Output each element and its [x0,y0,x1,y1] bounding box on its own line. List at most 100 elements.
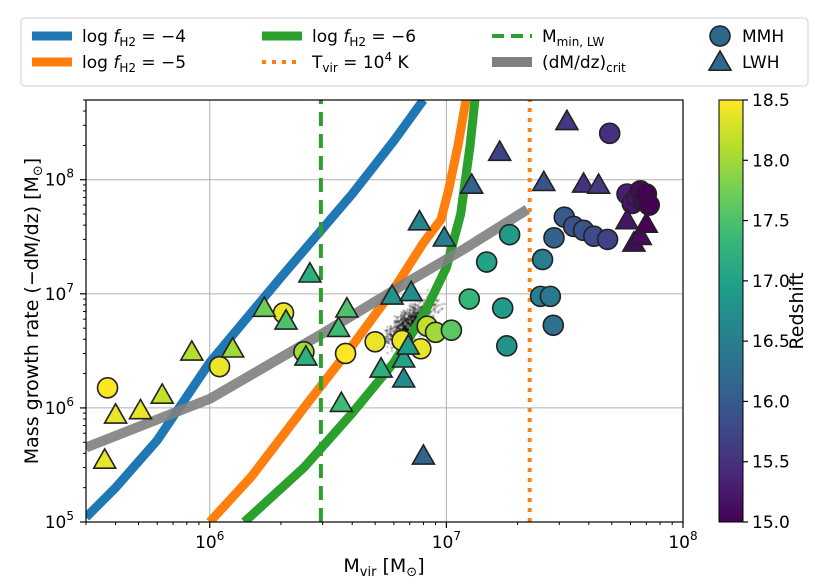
cloud-point [386,334,390,338]
cloud-point [410,314,413,317]
cloud-point [411,306,414,309]
curve-fh2_4 [86,100,428,521]
legend-entry-crit: (dM/dz)crit [492,53,626,75]
cloud-point [396,326,400,330]
cloud-point [394,320,398,324]
cloud-point [409,314,413,317]
cloud-point [412,316,416,319]
legend-label: LWH [742,53,780,73]
lwh-point [395,333,421,355]
cloud-point [401,320,405,324]
cloud-point [408,324,411,327]
cloud-point [400,313,403,317]
cloud-point [410,318,413,322]
cloud-point [404,317,408,321]
cloud-point [399,320,402,324]
mmh-point [491,297,514,319]
cloud-point [406,318,410,321]
cloud-point [398,315,402,319]
cloud-point [402,321,406,325]
cloud-point [386,328,389,331]
cloud-point [405,319,408,323]
cloud-point [411,311,415,315]
cloud-point [398,319,402,323]
cloud-point [413,307,416,310]
cloud-point [406,317,410,320]
cloud-point [433,311,437,314]
cloud-point [394,329,398,332]
cloud-point [401,318,404,321]
cloud-point [401,327,405,331]
cloud-point [416,310,420,313]
cloud-point [418,309,421,313]
cloud-point [414,315,417,318]
cloud-point [393,321,396,325]
cloud-point [432,306,436,309]
legend-label: Mmin, LW [542,27,605,49]
cloud-point [386,339,390,343]
cloud-point [398,323,402,327]
cloud-point [395,327,399,330]
cloud-point [385,329,389,332]
cloud-point [393,314,396,318]
lwh-point [391,366,417,388]
cloud-point [416,312,419,316]
cloud-point [416,311,420,314]
cloud-point [413,303,417,307]
cloud-point [407,315,411,319]
cloud-point [406,321,410,325]
cloud-point [416,303,420,307]
cloud-point [413,316,416,320]
cloud-point [386,329,389,333]
cloud-point [395,320,398,324]
mmh-point [440,319,463,341]
cloud-point [412,318,416,322]
cloud-point [403,324,406,328]
cloud-point [386,351,389,355]
plot-frame [85,99,684,523]
cloud-point [416,311,420,315]
cloud-point [406,321,410,325]
cloud-point [401,321,405,324]
cloud-point [401,327,405,330]
cloud-point [417,308,420,311]
y-tick-label: 106 [45,395,74,419]
cloud-point [412,318,416,322]
cloud-point [435,299,439,303]
cloud-point [403,327,407,331]
lwh-point [459,172,485,194]
cloud-point [386,337,389,341]
cloud-point [409,316,413,319]
cloud-point [406,316,410,319]
cloud-point [396,316,400,319]
cloud-point [403,313,407,317]
legend-entry-mmh: MMH [709,25,784,47]
cloud-point [440,302,444,306]
colorbar: 15.0 15.5 16.0 16.5 17.0 17.5 18.0 18.5 Redshif… [718,91,808,533]
cloud-point [408,323,412,327]
cloud-point [436,304,439,307]
cloud-point [410,320,414,323]
cloud-point [412,316,416,320]
cloud-point [403,326,407,330]
cloud-point [433,303,437,307]
legend-label: log fH2 = −6 [312,27,416,49]
cloud-point [398,324,401,328]
lwh-point [487,139,513,162]
cloud-point [407,321,410,325]
cloud-point [409,322,413,326]
legend-swatch [707,49,733,72]
cloud-point [395,325,399,328]
cloud-point [411,314,414,318]
cloud-point [411,313,414,317]
cloud-point [406,318,409,322]
cloud-point [385,337,388,341]
cloud-point [440,307,444,310]
mmh-point [475,251,498,273]
cloud-point [408,314,411,318]
lwh-point [103,402,128,424]
cloud-point [393,319,397,323]
cloud-point [402,324,406,328]
cloud-point [414,313,418,316]
cloud-point [418,301,422,305]
